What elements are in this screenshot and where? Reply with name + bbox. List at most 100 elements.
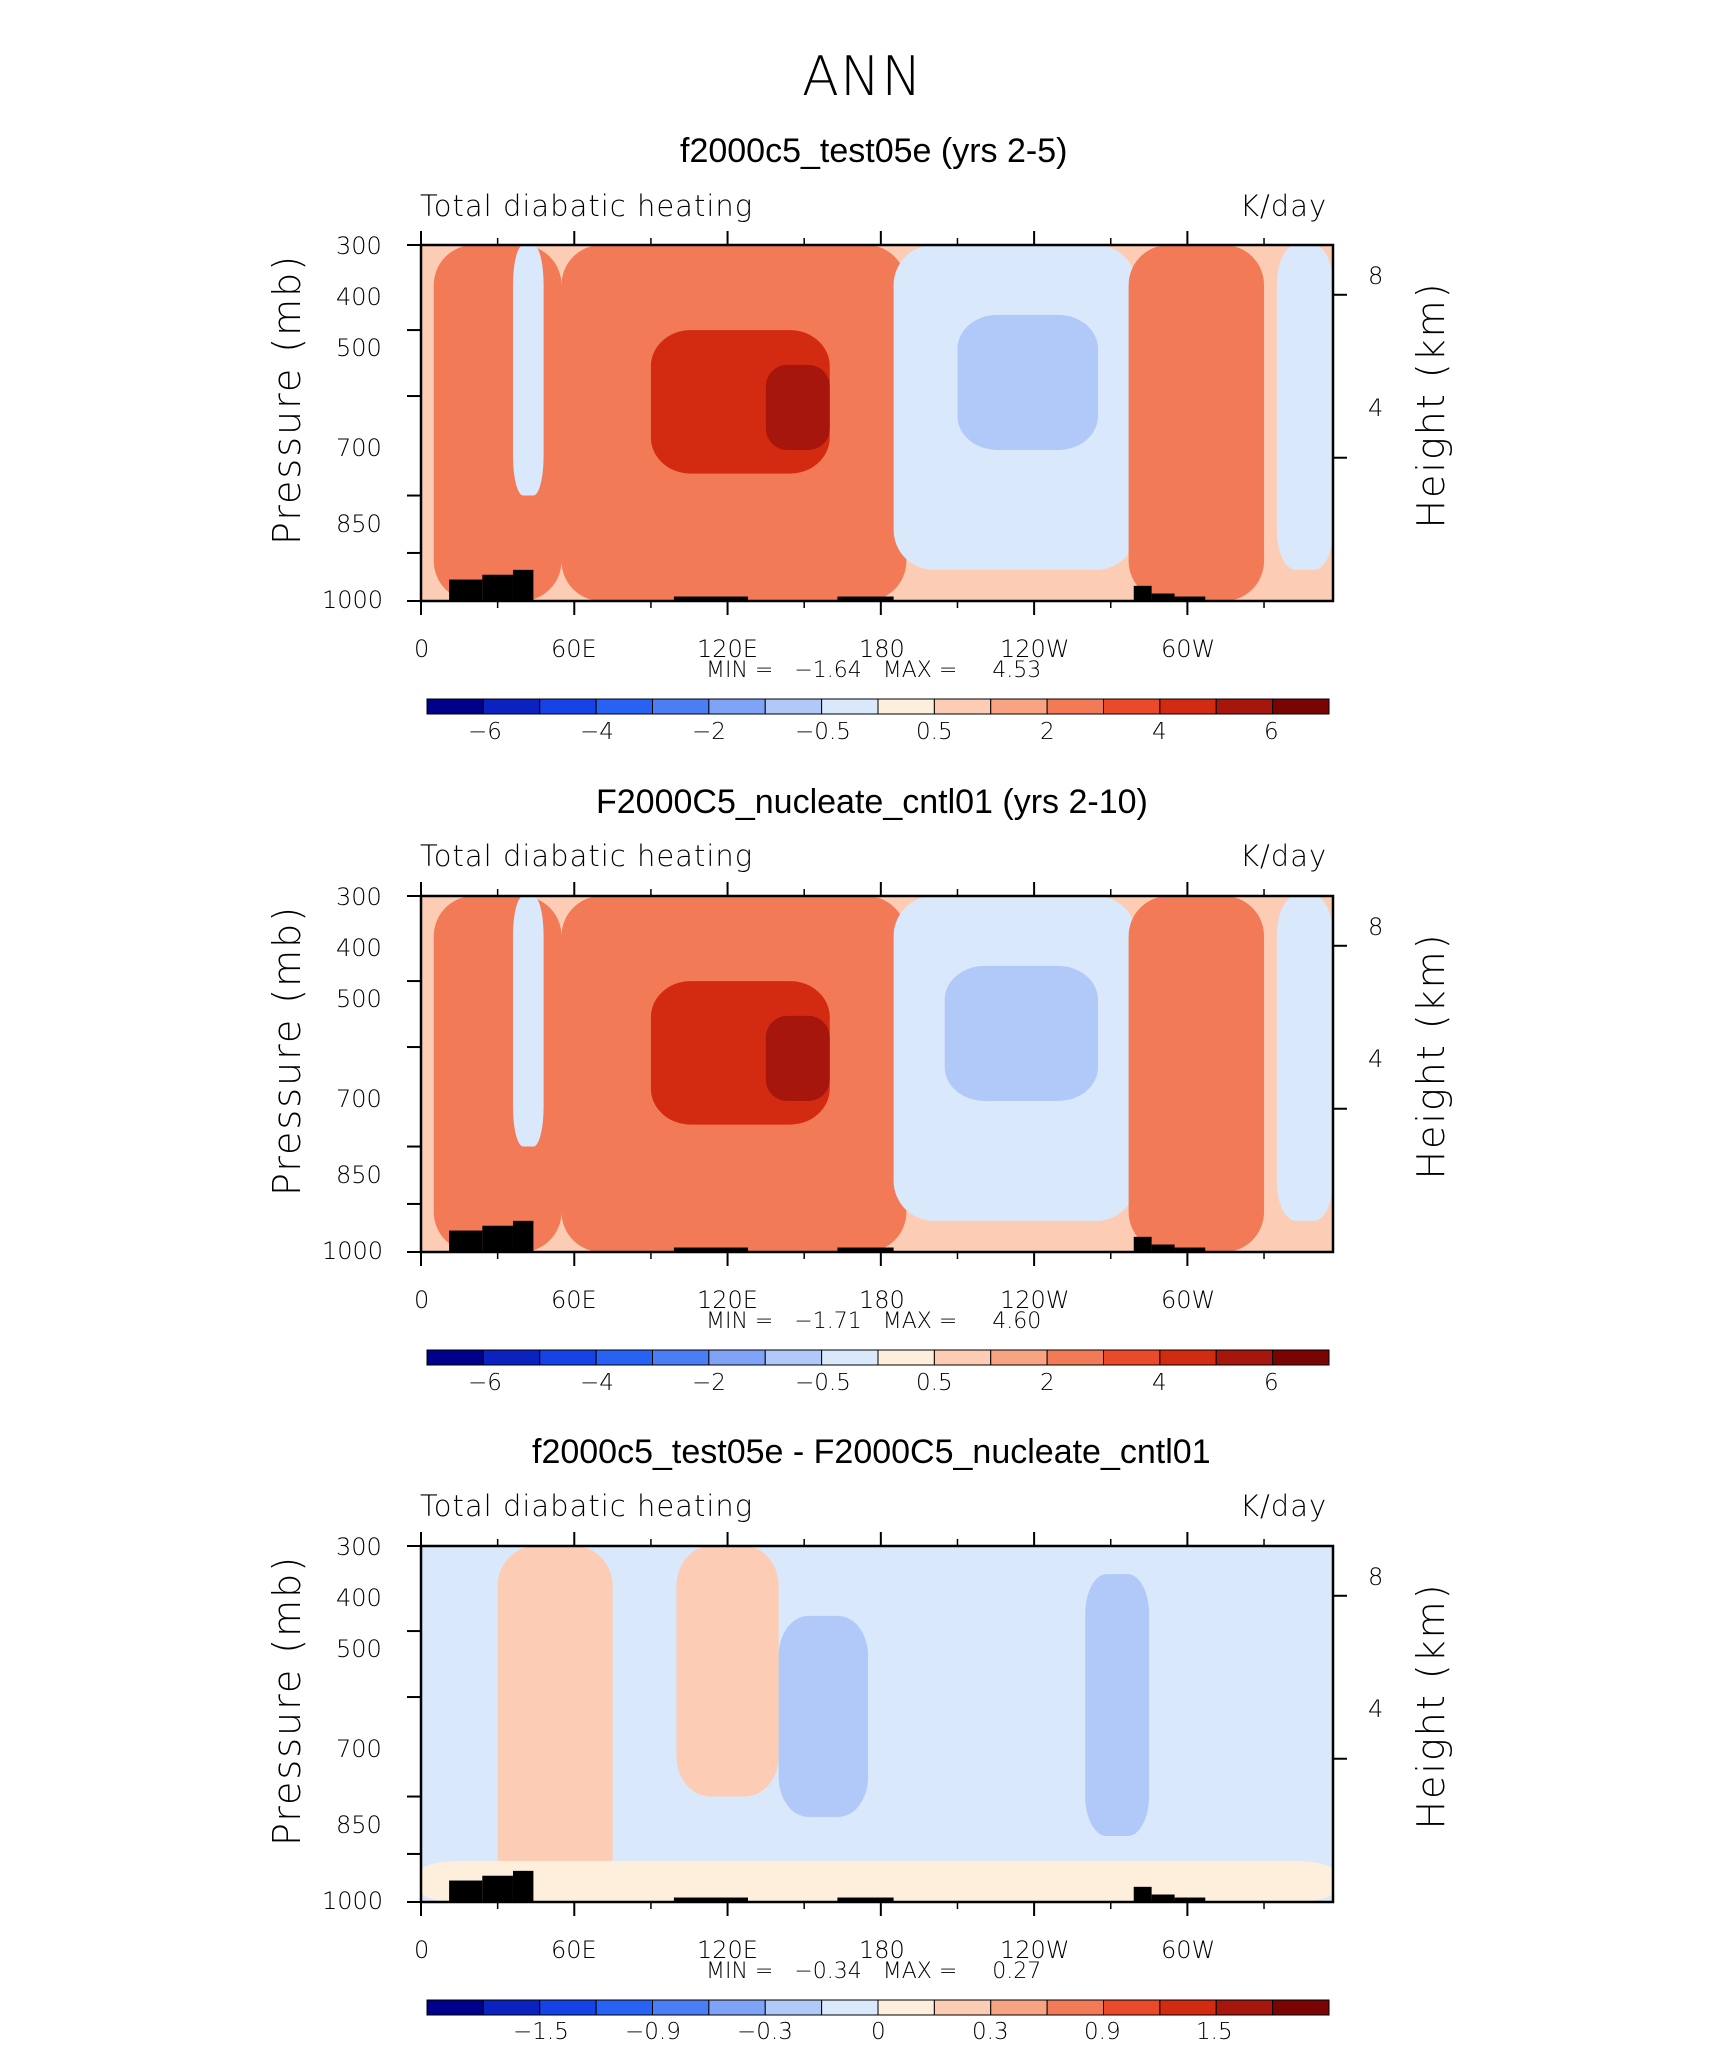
x-tick-label: 120W: [1000, 1936, 1070, 1964]
colorbar-bin: [764, 698, 823, 715]
y-tick-label: 500: [336, 1635, 382, 1663]
colorbar-bin: [1046, 1999, 1104, 2016]
panel-title: f2000c5_test05e - F2000C5_nucleate_cntl0…: [532, 1433, 1211, 1471]
x-tick-label: 180: [859, 1286, 905, 1314]
topography-mask: [1151, 1894, 1175, 1902]
colorbar-bin: [933, 1999, 992, 2016]
topography-mask: [449, 1230, 483, 1252]
x-tick-label: 120W: [1000, 1286, 1070, 1314]
topography-mask: [673, 1247, 748, 1252]
topography-mask: [837, 1247, 894, 1252]
colorbar-bin: [426, 698, 484, 715]
colorbar-bin: [990, 1349, 1048, 1366]
min-max-readout: MIN = −0.34 MAX = 0.27: [706, 1959, 1042, 1984]
contour-region: [421, 1860, 1333, 1902]
x-tick-label: 120E: [697, 635, 758, 663]
colorbar-bin: [1215, 1999, 1274, 2016]
figure-title: ANN: [802, 45, 923, 108]
colorbar-bin: [539, 698, 597, 715]
colorbar-bin: [1103, 1349, 1161, 1366]
y-tick-label: 300: [336, 1533, 382, 1561]
colorbar-bin: [1046, 698, 1104, 715]
colorbar-label: −4: [580, 719, 614, 745]
colorbar-label: −2: [692, 719, 726, 745]
colorbar-bin: [482, 698, 541, 715]
panel-title: f2000c5_test05e (yrs 2-5): [680, 132, 1068, 170]
x-tick-label: 60W: [1161, 1286, 1216, 1314]
contour-region: [676, 1546, 779, 1797]
colorbar-label: −6: [468, 719, 502, 745]
colorbar-bin: [1159, 1349, 1217, 1366]
contour-region: [497, 1546, 613, 1902]
contour-region: [957, 314, 1098, 450]
colorbar-bin: [933, 1349, 992, 1366]
variable-label: Total diabatic heating: [420, 839, 754, 873]
colorbar-bin: [1103, 698, 1161, 715]
colorbar-bin: [1215, 1349, 1274, 1366]
colorbar-bin: [652, 1999, 710, 2016]
topography-mask: [482, 1875, 513, 1902]
colorbar-bin: [1272, 1999, 1330, 2016]
topography-mask: [673, 596, 748, 601]
colorbar-bin: [821, 1999, 879, 2016]
y-tick-label: 1000: [322, 1237, 384, 1265]
colorbar-bin: [482, 1999, 541, 2016]
right-tick-label: 4: [1368, 1045, 1384, 1073]
contour-region: [944, 965, 1098, 1101]
plot-frame: [419, 243, 1335, 603]
topography-mask: [1133, 1236, 1152, 1252]
colorbar-bin: [1272, 698, 1330, 715]
contour-region: [1128, 245, 1265, 601]
x-tick-label: 0: [414, 1936, 430, 1964]
colorbar-label: 2: [1040, 1370, 1055, 1396]
contour-region: [778, 1615, 869, 1817]
min-max-readout: MIN = −1.71 MAX = 4.60: [706, 1309, 1042, 1334]
x-tick-label: 60W: [1161, 635, 1216, 663]
colorbar-bin: [652, 698, 710, 715]
colorbar-bin: [652, 1349, 710, 1366]
topography-mask: [482, 1225, 513, 1252]
colorbar-bin: [708, 1349, 766, 1366]
colorbar-label: 0.5: [916, 719, 953, 745]
colorbar-bin: [877, 698, 935, 715]
colorbar-bin: [1215, 698, 1274, 715]
colorbar-label: 0.5: [916, 1370, 953, 1396]
x-tick-label: 180: [859, 635, 905, 663]
colorbar-bin: [933, 698, 992, 715]
x-tick-label: 60W: [1161, 1936, 1216, 1964]
x-tick-label: 120E: [697, 1286, 758, 1314]
x-tick-label: 60E: [551, 1286, 597, 1314]
colorbar-label: −6: [468, 1370, 502, 1396]
colorbar-bin: [1159, 698, 1217, 715]
y-tick-label: 700: [336, 1735, 382, 1763]
contour-region: [512, 896, 544, 1147]
y-tick-label: 400: [336, 1584, 382, 1612]
topography-mask: [512, 1870, 534, 1902]
x-tick-label: 60E: [551, 1936, 597, 1964]
colorbar-bin: [821, 1349, 879, 1366]
topography-mask: [1133, 1886, 1152, 1902]
colorbar-label: 6: [1264, 1370, 1279, 1396]
topography-mask: [1133, 585, 1152, 601]
colorbar-label: −0.5: [795, 719, 851, 745]
topography-mask: [512, 569, 534, 601]
colorbar-bin: [990, 698, 1048, 715]
y-tick-label: 700: [336, 1085, 382, 1113]
colorbar-label: −0.5: [795, 1370, 851, 1396]
y-tick-label: 850: [336, 1811, 382, 1839]
colorbar-bin: [821, 698, 879, 715]
topography-mask: [837, 596, 894, 601]
contour-region: [765, 1015, 830, 1101]
colorbar-bin: [877, 1999, 935, 2016]
variable-label: Total diabatic heating: [420, 1489, 754, 1523]
colorbar-bin: [764, 1349, 823, 1366]
right-tick-label: 4: [1368, 394, 1384, 422]
panel-title: F2000C5_nucleate_cntl01 (yrs 2-10): [596, 783, 1148, 821]
x-tick-label: 60E: [551, 635, 597, 663]
right-tick-label: 8: [1368, 913, 1384, 941]
y-tick-label: 850: [336, 1161, 382, 1189]
y-tick-label: 500: [336, 985, 382, 1013]
y-tick-label: 300: [336, 232, 382, 260]
colorbar-bin: [1159, 1999, 1217, 2016]
right-tick-label: 8: [1368, 1563, 1384, 1591]
